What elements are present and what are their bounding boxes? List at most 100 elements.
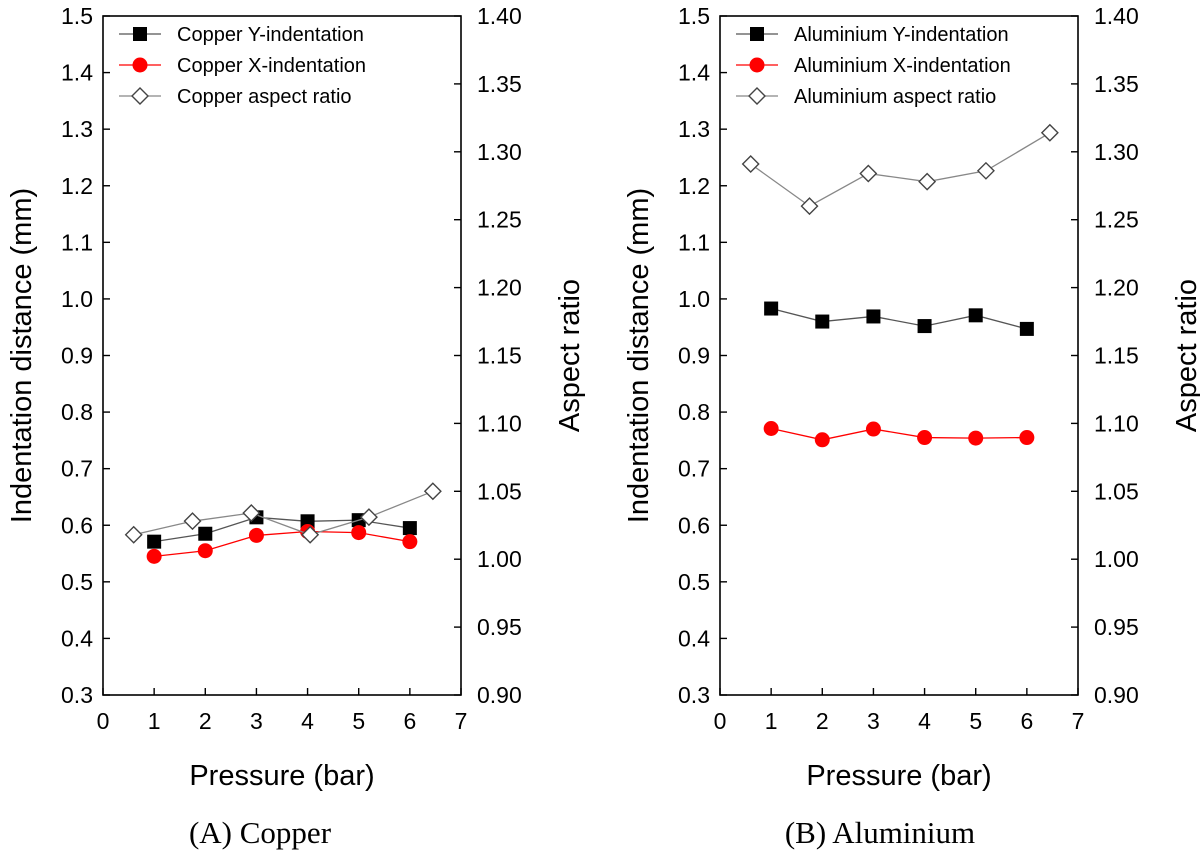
y-right-tick-label: 1.00	[477, 546, 522, 572]
x-axis-label: Pressure (bar)	[806, 760, 991, 792]
y-left-tick-label: 0.9	[61, 343, 93, 369]
data-point	[968, 308, 983, 323]
data-point	[865, 421, 881, 437]
y-right-tick-label: 1.20	[477, 275, 522, 301]
series-line	[154, 530, 410, 558]
data-point	[146, 548, 162, 564]
x-tick-label: 6	[403, 708, 416, 734]
legend-label: Aluminium Y-indentation	[794, 24, 1009, 46]
y-right-tick-label: 0.90	[477, 682, 522, 708]
data-point	[300, 514, 315, 529]
data-point	[1019, 321, 1034, 336]
data-point	[815, 314, 830, 329]
y-left-tick-label: 0.5	[61, 569, 93, 595]
data-point	[968, 430, 984, 446]
y-right-axis-label: Aspect ratio	[554, 279, 586, 432]
data-point	[402, 534, 418, 550]
y-right-tick-label: 0.95	[477, 614, 522, 640]
legend-marker	[133, 27, 147, 41]
data-point	[197, 543, 213, 559]
y-right-tick-label: 1.15	[477, 343, 522, 369]
panel-aluminium: 0 1 2 3 4 5 6 7 0.3 0.4 0.5 0.6 0.7 0.8 0.9 1.0 1.1 1.2 1.…	[623, 3, 1200, 850]
x-tick-label: 0	[714, 708, 727, 734]
data-point	[859, 164, 878, 183]
y-left-tick-label: 0.3	[678, 682, 710, 708]
y-left-tick-label: 1.2	[678, 173, 710, 199]
y-right-tick-label: 1.10	[477, 410, 522, 436]
data-point	[359, 508, 378, 527]
y-left-tick-label: 0.8	[61, 399, 93, 425]
data-point	[124, 525, 143, 544]
data-point	[248, 527, 264, 543]
y-left-tick-label: 1.0	[678, 286, 710, 312]
legend-marker	[131, 87, 149, 105]
series-line	[770, 307, 1028, 330]
plot-frame	[102, 15, 462, 696]
series-line	[771, 427, 1027, 441]
data-point	[351, 525, 367, 541]
x-tick-label: 2	[199, 708, 212, 734]
legend-label: Copper aspect ratio	[177, 86, 352, 108]
y-left-tick-label: 1.4	[678, 60, 710, 86]
x-tick-label: 2	[816, 708, 829, 734]
legend-marker	[132, 57, 148, 73]
y-right-tick-label: 1.05	[477, 478, 522, 504]
data-point	[866, 309, 881, 324]
plot-frame	[719, 15, 1079, 696]
y-left-tick-label: 1.2	[61, 173, 93, 199]
x-tick-label: 0	[97, 708, 110, 734]
y-left-tick-label: 1.5	[61, 3, 93, 29]
x-tick-label: 4	[918, 708, 931, 734]
y-left-tick-label: 0.4	[678, 625, 710, 651]
x-axis-label: Pressure (bar)	[189, 760, 374, 792]
legend-marker	[750, 27, 764, 41]
legend-label: Copper Y-indentation	[177, 24, 364, 46]
x-tick-label: 1	[148, 708, 161, 734]
data-point	[1040, 123, 1059, 142]
x-tick-label: 3	[867, 708, 880, 734]
y-right-tick-label: 1.30	[1094, 139, 1139, 165]
y-right-tick-label: 0.95	[1094, 614, 1139, 640]
data-point	[423, 482, 442, 501]
data-point	[1019, 430, 1035, 446]
legend-marker	[748, 87, 766, 105]
y-right-tick-label: 1.15	[1094, 343, 1139, 369]
data-point	[301, 525, 320, 544]
legend-marker	[749, 57, 765, 73]
y-right-tick-label: 1.30	[477, 139, 522, 165]
y-left-tick-label: 1.4	[61, 60, 93, 86]
data-point	[741, 155, 760, 174]
y-right-tick-label: 1.25	[477, 207, 522, 233]
x-tick-label: 1	[765, 708, 778, 734]
y-right-tick-label: 0.90	[1094, 682, 1139, 708]
x-tick-label: 4	[301, 708, 314, 734]
y-left-tick-label: 0.8	[678, 399, 710, 425]
legend-label: Aluminium aspect ratio	[794, 86, 996, 108]
y-left-tick-label: 0.7	[678, 456, 710, 482]
y-right-tick-label: 1.25	[1094, 207, 1139, 233]
data-point	[402, 521, 417, 536]
data-point	[917, 319, 932, 334]
y-right-tick-label: 1.05	[1094, 478, 1139, 504]
legend-label: Aluminium X-indentation	[794, 55, 1011, 77]
y-right-axis-label: Aspect ratio	[1171, 279, 1200, 432]
y-right-tick-label: 1.35	[1094, 71, 1139, 97]
series-line	[750, 132, 1051, 207]
y-left-tick-label: 0.6	[678, 512, 710, 538]
y-right-tick-label: 1.00	[1094, 546, 1139, 572]
y-right-tick-label: 1.35	[477, 71, 522, 97]
series-line	[133, 490, 434, 536]
x-tick-label: 5	[969, 708, 982, 734]
data-point	[917, 430, 933, 446]
data-point	[763, 420, 779, 436]
y-left-tick-label: 0.6	[61, 512, 93, 538]
data-point	[976, 161, 995, 180]
y-left-tick-label: 0.3	[61, 682, 93, 708]
panel-caption: (A) Copper	[189, 815, 332, 850]
panel-caption: (B) Aluminium	[785, 815, 975, 850]
data-point	[198, 526, 213, 541]
x-tick-label: 3	[250, 708, 263, 734]
y-left-axis-label: Indentation distance (mm)	[623, 188, 655, 523]
y-left-tick-label: 0.9	[678, 343, 710, 369]
